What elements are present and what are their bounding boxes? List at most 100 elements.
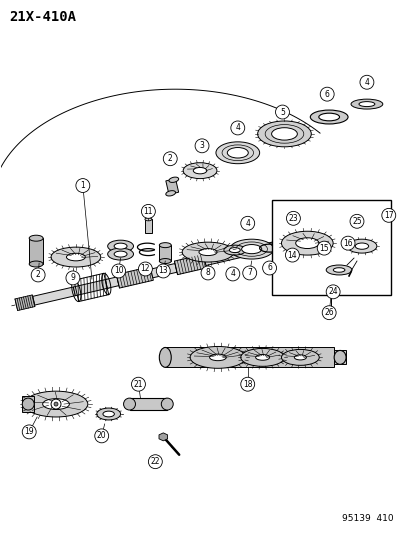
Ellipse shape	[165, 191, 175, 196]
Ellipse shape	[24, 391, 88, 417]
Ellipse shape	[161, 398, 173, 410]
Polygon shape	[105, 277, 119, 288]
Polygon shape	[129, 398, 167, 410]
Circle shape	[240, 377, 254, 391]
Circle shape	[76, 179, 90, 192]
Ellipse shape	[114, 251, 127, 257]
Ellipse shape	[360, 217, 378, 224]
Text: 4: 4	[244, 219, 249, 228]
Ellipse shape	[159, 259, 171, 263]
Circle shape	[230, 121, 244, 135]
Ellipse shape	[22, 398, 34, 410]
Circle shape	[321, 306, 335, 320]
Text: 25: 25	[351, 217, 361, 226]
Bar	[271, 200, 390, 295]
Ellipse shape	[216, 142, 259, 164]
Circle shape	[275, 105, 289, 119]
Polygon shape	[204, 247, 249, 265]
Ellipse shape	[365, 219, 373, 222]
Polygon shape	[159, 433, 167, 441]
Polygon shape	[333, 350, 345, 365]
Ellipse shape	[159, 243, 171, 248]
Ellipse shape	[354, 243, 368, 249]
Text: 11: 11	[143, 207, 153, 216]
Text: 7: 7	[247, 269, 252, 278]
Text: 18: 18	[242, 379, 252, 389]
Circle shape	[325, 285, 339, 299]
Ellipse shape	[313, 222, 338, 234]
Ellipse shape	[51, 247, 100, 267]
Polygon shape	[159, 245, 171, 261]
Text: 95139  410: 95139 410	[341, 514, 393, 523]
Text: 15: 15	[318, 244, 328, 253]
Circle shape	[349, 214, 363, 228]
Ellipse shape	[274, 225, 313, 245]
Polygon shape	[145, 219, 152, 233]
Ellipse shape	[325, 265, 351, 275]
Text: 6: 6	[324, 90, 329, 99]
Text: 19: 19	[24, 427, 34, 437]
Text: 4: 4	[235, 124, 240, 132]
Text: 20: 20	[97, 431, 106, 440]
Ellipse shape	[240, 349, 284, 366]
Text: 4: 4	[363, 78, 368, 87]
Circle shape	[22, 425, 36, 439]
Circle shape	[285, 248, 299, 262]
Ellipse shape	[29, 261, 43, 267]
Ellipse shape	[229, 248, 240, 253]
Ellipse shape	[169, 177, 178, 182]
Ellipse shape	[107, 240, 133, 252]
Polygon shape	[174, 254, 206, 274]
Ellipse shape	[145, 218, 152, 221]
Circle shape	[201, 266, 214, 280]
Ellipse shape	[294, 355, 306, 360]
Circle shape	[286, 212, 300, 225]
Ellipse shape	[281, 231, 332, 255]
Text: 22: 22	[150, 457, 160, 466]
Text: 12: 12	[140, 264, 150, 273]
Ellipse shape	[284, 230, 304, 240]
Ellipse shape	[43, 399, 69, 409]
Polygon shape	[29, 238, 43, 264]
Ellipse shape	[332, 268, 344, 272]
Text: 2: 2	[36, 270, 40, 279]
Text: 3: 3	[199, 141, 204, 150]
Polygon shape	[247, 242, 273, 254]
Polygon shape	[22, 396, 34, 412]
Ellipse shape	[107, 248, 133, 260]
Ellipse shape	[183, 163, 216, 179]
Ellipse shape	[281, 350, 318, 365]
Ellipse shape	[350, 99, 382, 109]
Ellipse shape	[333, 350, 345, 365]
Ellipse shape	[199, 248, 216, 256]
Ellipse shape	[193, 167, 206, 174]
Ellipse shape	[103, 411, 114, 417]
Circle shape	[381, 208, 395, 222]
Ellipse shape	[123, 398, 135, 410]
Ellipse shape	[346, 239, 376, 253]
Text: 13: 13	[158, 266, 168, 276]
Polygon shape	[166, 179, 178, 195]
Text: 6: 6	[266, 263, 271, 272]
Ellipse shape	[257, 121, 311, 147]
Ellipse shape	[66, 253, 85, 261]
Ellipse shape	[227, 148, 248, 158]
Polygon shape	[116, 266, 153, 288]
Text: 21: 21	[133, 379, 143, 389]
Ellipse shape	[241, 245, 261, 254]
Ellipse shape	[310, 110, 347, 124]
Circle shape	[148, 455, 162, 469]
Circle shape	[66, 271, 80, 285]
Circle shape	[138, 262, 152, 276]
Ellipse shape	[358, 102, 374, 107]
Text: 14: 14	[287, 251, 297, 260]
Circle shape	[316, 241, 330, 255]
Text: 1: 1	[80, 181, 85, 190]
Text: 9: 9	[70, 273, 75, 282]
Text: 23: 23	[288, 214, 297, 223]
Ellipse shape	[114, 243, 127, 249]
Text: 24: 24	[328, 287, 337, 296]
Text: 26: 26	[323, 308, 333, 317]
Circle shape	[112, 264, 125, 278]
Circle shape	[131, 377, 145, 391]
